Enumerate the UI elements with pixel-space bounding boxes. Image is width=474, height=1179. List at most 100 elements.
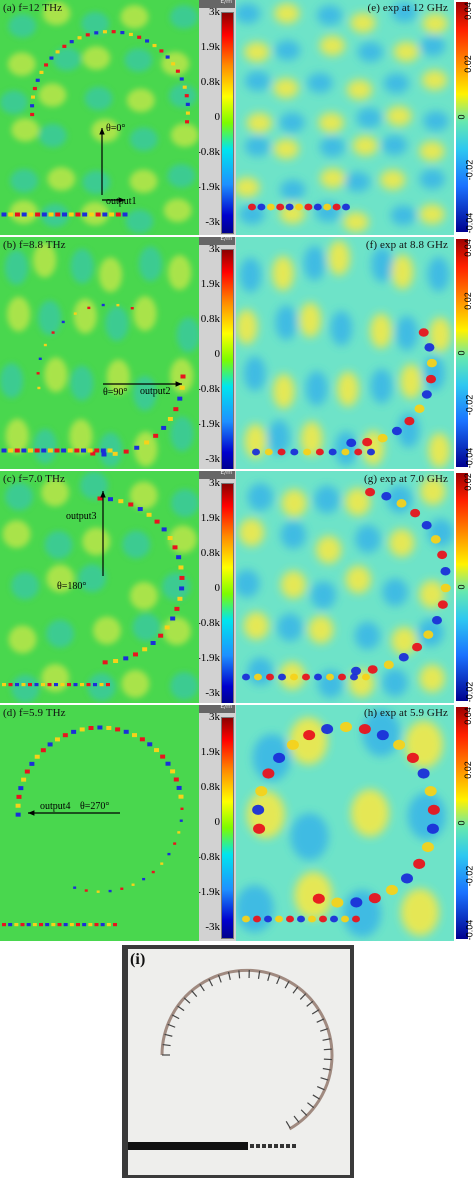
- colorbar-tick: 1.9k: [200, 512, 220, 524]
- colorbar-tick: 1.9k: [200, 746, 220, 758]
- exp-colorbar-tick: -0.04: [464, 919, 474, 940]
- exp-field-g: [236, 471, 454, 703]
- colorbar-header: E/m: [199, 705, 235, 713]
- colorbar-tick: 0: [214, 111, 221, 123]
- colorbar-header: E/m: [199, 471, 235, 479]
- fabricated-sample-photo: [128, 949, 350, 1175]
- output-label-c: output3: [66, 511, 97, 522]
- sim-colorbar-a: E/m 3k 1.9k 0.8k 0 -0.8k -1.9k -3k: [199, 0, 236, 235]
- exp-colorbar-tick: 0.04: [462, 239, 473, 257]
- sim-field-c: [0, 471, 199, 703]
- panel-a: (a) f=12 THz θ=0° output1: [0, 0, 199, 235]
- exp-colorbar-e: [456, 2, 468, 232]
- panel-a-label: (a) f=12 THz: [3, 2, 63, 14]
- exp-colorbar-f: [456, 239, 468, 467]
- exp-colorbar-tick: 0.04: [462, 2, 473, 20]
- panel-e-label: (e) exp at 12 GHz: [367, 2, 448, 14]
- sim-colorbar-c: E/m 3k 1.9k 0.8k 0 -0.8k -1.9k -3k: [199, 471, 236, 703]
- exp-colorbar-tick: -0.04: [464, 212, 474, 234]
- colorbar-tick: 0.8k: [200, 781, 220, 793]
- exp-field-e: [236, 0, 454, 235]
- colorbar-tick: -0.8k: [199, 851, 220, 863]
- exp-colorbar-tick: -0.04: [464, 447, 474, 469]
- exp-colorbar-tick: -0.02: [464, 395, 474, 416]
- colorbar-tick: 0.8k: [200, 547, 220, 559]
- panel-c: (c) f=7.0 THz output3 θ=180°: [0, 471, 199, 703]
- colorbar-header-text: E/m: [220, 0, 232, 5]
- panel-d: (d) f=5.9 THz output4 θ=270°: [0, 705, 199, 941]
- theta-label-d: θ=270°: [80, 801, 110, 812]
- panel-b-label: (b) f=8.8 THz: [3, 239, 66, 251]
- colorbar-tick: -3k: [205, 216, 220, 228]
- colorbar-tick: -3k: [205, 453, 220, 465]
- colorbar-tick: -0.8k: [199, 617, 220, 629]
- colorbar-tick: 0: [214, 582, 221, 594]
- exp-colorbar-tick: 0.04: [462, 707, 473, 726]
- panel-b: (b) f=8.8 THz θ=90° output2: [0, 237, 199, 469]
- exp-colorbar-tick: -0.02: [464, 866, 474, 887]
- colorbar-gradient: [221, 249, 234, 469]
- sim-field-a: [0, 0, 199, 235]
- theta-label-a: θ=0°: [106, 123, 126, 134]
- exp-colorbar-tick: 0.02: [462, 473, 473, 491]
- colorbar-tick: 3k: [209, 477, 220, 489]
- colorbar-tick: -1.9k: [199, 418, 220, 430]
- sim-colorbar-d: E/m 3k 1.9k 0.8k 0 -0.8k -1.9k -3k: [199, 705, 236, 941]
- exp-colorbar-tick: 0.02: [462, 760, 473, 779]
- exp-colorbar-tick: 0.02: [462, 291, 473, 310]
- exp-colorbar-tick: 0.02: [462, 55, 473, 73]
- colorbar-tick: 0: [214, 348, 221, 360]
- panel-g: (g) exp at 7.0 GHz: [236, 471, 454, 703]
- panel-e: (e) exp at 12 GHz: [236, 0, 454, 235]
- colorbar-tick: 1.9k: [200, 278, 220, 290]
- colorbar-tick: 3k: [209, 711, 220, 723]
- colorbar-tick: -1.9k: [199, 652, 220, 664]
- panel-d-label: (d) f=5.9 THz: [3, 707, 66, 719]
- output-label-a: output1: [106, 196, 137, 207]
- colorbar-tick: 0: [214, 816, 221, 828]
- output-label-d: output4: [40, 801, 71, 812]
- colorbar-tick: 1.9k: [200, 41, 220, 53]
- theta-label-c: θ=180°: [57, 581, 87, 592]
- exp-field-h: [236, 705, 454, 941]
- exp-colorbar-h: [456, 707, 468, 939]
- colorbar-tick: 3k: [209, 6, 220, 18]
- colorbar-tick: -3k: [205, 921, 220, 933]
- panel-f-label: (f) exp at 8.8 GHz: [365, 239, 448, 251]
- colorbar-tick: 3k: [209, 243, 220, 255]
- colorbar-tick: 0.8k: [200, 313, 220, 325]
- colorbar-header-text: E/m: [220, 471, 232, 476]
- colorbar-tick: -3k: [205, 687, 220, 699]
- output-label-b: output2: [140, 386, 171, 397]
- exp-field-f: [236, 237, 454, 469]
- exp-colorbar-tick: 0: [456, 350, 467, 356]
- exp-colorbar-tick: -0.02: [464, 681, 474, 703]
- exp-colorbar-tick: -0.02: [464, 159, 474, 181]
- colorbar-header-text: E/m: [220, 705, 232, 710]
- colorbar-tick: -0.8k: [199, 146, 220, 158]
- sim-colorbar-b: E/m 3k 1.9k 0.8k 0 -0.8k -1.9k -3k: [199, 237, 236, 469]
- colorbar-gradient: [221, 717, 234, 939]
- colorbar-tick: -1.9k: [199, 886, 220, 898]
- panel-c-label: (c) f=7.0 THz: [3, 473, 65, 485]
- sim-field-d: [0, 705, 199, 941]
- colorbar-tick: -0.8k: [199, 383, 220, 395]
- panel-g-label: (g) exp at 7.0 GHz: [364, 473, 448, 485]
- exp-colorbar-tick: 0: [456, 584, 467, 590]
- colorbar-tick: 0.8k: [200, 76, 220, 88]
- exp-colorbar-g: [456, 473, 468, 701]
- colorbar-header: E/m: [199, 237, 235, 245]
- colorbar-gradient: [221, 12, 234, 234]
- colorbar-gradient: [221, 483, 234, 703]
- exp-colorbar-tick: 0: [456, 820, 467, 826]
- panel-i: (i): [122, 945, 354, 1178]
- panel-f: (f) exp at 8.8 GHz: [236, 237, 454, 469]
- colorbar-tick: -1.9k: [199, 181, 220, 193]
- exp-colorbar-tick: 0: [456, 114, 467, 120]
- theta-label-b: θ=90°: [103, 387, 128, 398]
- panel-h-label: (h) exp at 5.9 GHz: [364, 707, 448, 719]
- panel-h: (h) exp at 5.9 GHz: [236, 705, 454, 941]
- colorbar-header-text: E/m: [220, 237, 232, 242]
- colorbar-header: E/m: [199, 0, 235, 8]
